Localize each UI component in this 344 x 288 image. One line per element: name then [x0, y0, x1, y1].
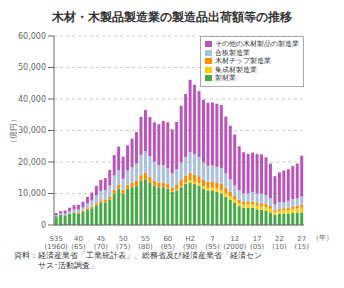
- html-text:製材業: 製材業: [215, 74, 236, 82]
- html-text:合板製造業: 合板製造業: [215, 48, 250, 57]
- svg-text:H2(90): H2(90): [183, 235, 198, 251]
- svg-text:17(05): 17(05): [250, 235, 265, 251]
- html-text:木材チップ製造業: 木材チップ製造業: [215, 57, 271, 65]
- svg-text:55(80): 55(80): [138, 235, 153, 251]
- svg-text:12(2000): 12(2000): [223, 235, 247, 251]
- svg-text:30,000: 30,000: [18, 126, 46, 135]
- svg-text:40,000: 40,000: [18, 95, 46, 104]
- svg-text:40(65): 40(65): [71, 235, 86, 251]
- svg-text:50(75): 50(75): [116, 235, 131, 251]
- html-text:その他の木材製品の製造業: その他の木材製品の製造業: [215, 40, 299, 48]
- html-text:木材・木製品製造業の製造品出荷額等の推移: 木材・木製品製造業の製造品出荷額等の推移: [52, 10, 292, 24]
- svg-text:（億円）: （億円）: [9, 115, 18, 147]
- html-text:集成材製造業: 集成材製造業: [215, 65, 257, 74]
- svg-text:10,000: 10,000: [18, 189, 46, 198]
- svg-text:0: 0: [41, 221, 46, 230]
- svg-text:22(10): 22(10): [272, 235, 287, 251]
- svg-text:27(15): 27(15): [295, 235, 310, 251]
- svg-text:（年）: （年）: [312, 234, 333, 242]
- svg-text:7(95): 7(95): [205, 235, 220, 251]
- svg-text:45(70): 45(70): [94, 235, 109, 251]
- svg-text:50,000: 50,000: [18, 63, 46, 72]
- svg-text:60,000: 60,000: [18, 32, 46, 41]
- html-text:資料：経済産業省「工業統計表」、総務省及び経済産業省「経済セ: 資料：経済産業省「工業統計表」、総務省及び経済産業省「経済セン サス･活動調査」: [14, 251, 262, 270]
- svg-text:20,000: 20,000: [18, 158, 46, 167]
- svg-text:S35(1960): S35(1960): [45, 235, 69, 251]
- svg-text:60(85): 60(85): [161, 235, 176, 251]
